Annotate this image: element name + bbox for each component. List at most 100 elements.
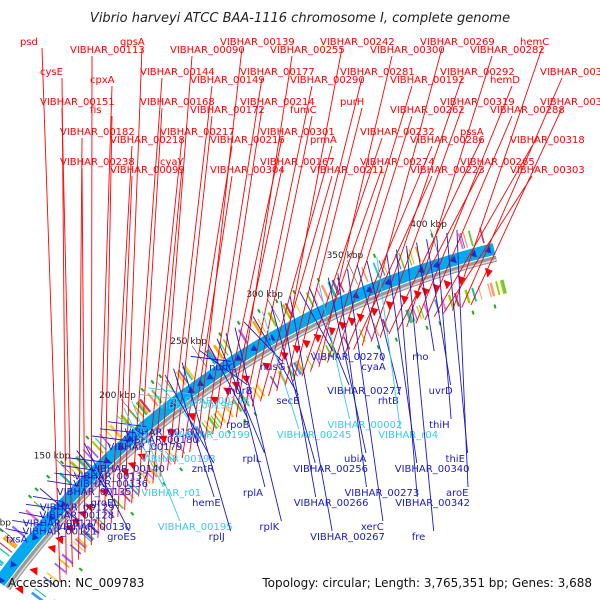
reverse-gene-label[interactable]: rplJ bbox=[209, 532, 225, 543]
reverse-gene-label[interactable]: rho bbox=[412, 352, 428, 363]
forward-gene-label[interactable]: VIBHAR_00255 bbox=[270, 45, 345, 56]
forward-gene-label[interactable]: VIBHAR_00149 bbox=[190, 75, 265, 86]
reverse-gene-label[interactable]: VIBHAR_00199 bbox=[175, 430, 250, 441]
forward-gene-label[interactable]: hemC bbox=[520, 37, 549, 48]
forward-gene-label[interactable]: VIBHAR_00099 bbox=[110, 165, 185, 176]
forward-gene-label[interactable]: VIBHAR_00323 bbox=[540, 97, 600, 108]
reverse-gene-label[interactable]: VIBHAR_00342 bbox=[395, 498, 470, 509]
forward-gene-label[interactable]: VIBHAR_00211 bbox=[310, 165, 385, 176]
forward-gene-label[interactable]: VIBHAR_00177 bbox=[240, 67, 315, 78]
forward-gene-label[interactable]: fumC bbox=[290, 105, 317, 116]
reverse-gene-label[interactable]: zntR bbox=[192, 464, 215, 475]
forward-gene-label[interactable]: gpsA bbox=[120, 37, 145, 48]
reverse-gene-label[interactable]: VIBHAR_00137 bbox=[74, 471, 149, 482]
forward-gene-label[interactable]: VIBHAR_00090 bbox=[170, 45, 245, 56]
reverse-gene-label[interactable]: VIBHAR_00002 bbox=[328, 420, 403, 431]
reverse-gene-label[interactable]: VIBHAR_00136 bbox=[73, 479, 148, 490]
reverse-gene-label[interactable]: VIBHAR_00121 bbox=[22, 526, 97, 537]
reverse-gene-label[interactable]: VIBHAR_00273 bbox=[344, 488, 419, 499]
forward-gene-label[interactable]: VIBHAR_00214 bbox=[240, 97, 315, 108]
reverse-gene-label[interactable]: VIBHAR_00179 bbox=[108, 442, 183, 453]
forward-gene-label[interactable]: VIBHAR_00286 bbox=[410, 135, 485, 146]
reverse-gene-label[interactable]: thiE bbox=[446, 454, 465, 465]
reverse-gene-label[interactable]: VIBHAR_00140 bbox=[90, 464, 165, 475]
reverse-gene-label[interactable]: VIBHAR_00266 bbox=[294, 498, 369, 509]
forward-gene-label[interactable]: VIBHAR_00218 bbox=[110, 135, 185, 146]
forward-gene-label[interactable]: VIBHAR_00192 bbox=[390, 75, 465, 86]
reverse-gene-label[interactable]: VIBHAR_00198 bbox=[175, 396, 250, 407]
reverse-gene-label[interactable]: VIBHAR_00196 bbox=[158, 400, 233, 411]
reverse-gene-label[interactable]: cyaA bbox=[361, 362, 386, 373]
forward-gene-label[interactable]: psd bbox=[20, 37, 38, 48]
forward-gene-label[interactable]: VIBHAR_00269 bbox=[420, 37, 495, 48]
forward-gene-label[interactable]: VIBHAR_00288 bbox=[490, 105, 565, 116]
forward-gene-label[interactable]: pssA bbox=[460, 127, 484, 138]
forward-gene-label[interactable]: VIBHAR_00139 bbox=[220, 37, 295, 48]
forward-gene-label[interactable]: VIBHAR_00301 bbox=[260, 127, 335, 138]
forward-gene-label[interactable]: cyaY bbox=[160, 157, 185, 168]
reverse-gene-label[interactable]: rplK bbox=[259, 522, 279, 533]
reverse-gene-label[interactable]: groEL bbox=[91, 498, 120, 509]
forward-gene-label[interactable]: VIBHAR_00338 bbox=[540, 67, 600, 78]
forward-gene-label[interactable]: VIBHAR_00262 bbox=[390, 105, 465, 116]
reverse-gene-label[interactable]: hemE bbox=[192, 498, 221, 509]
forward-gene-label[interactable]: VIBHAR_00281 bbox=[340, 67, 415, 78]
reverse-gene-label[interactable]: xerC bbox=[361, 522, 384, 533]
forward-gene-label[interactable]: VIBHAR_00144 bbox=[140, 67, 215, 78]
forward-gene-label[interactable]: prmA bbox=[310, 135, 337, 146]
forward-gene-label[interactable]: cysE bbox=[40, 67, 63, 78]
forward-gene-label[interactable]: VIBHAR_00292 bbox=[440, 67, 515, 78]
forward-gene-label[interactable]: VIBHAR_00223 bbox=[410, 165, 485, 176]
reverse-gene-label[interactable]: VIBHAR_00127 bbox=[23, 518, 98, 529]
reverse-gene-label[interactable]: rplL bbox=[242, 454, 261, 465]
forward-gene-label[interactable]: VIBHAR_00172 bbox=[190, 105, 265, 116]
reverse-gene-label[interactable]: VIBHAR_00193 bbox=[141, 454, 216, 465]
forward-gene-label[interactable]: VIBHAR_00167 bbox=[260, 157, 335, 168]
forward-gene-label[interactable]: VIBHAR_00151 bbox=[40, 97, 115, 108]
reverse-gene-label[interactable]: rhtB bbox=[378, 396, 399, 407]
reverse-gene-label[interactable]: aroE bbox=[446, 488, 468, 499]
forward-gene-label[interactable]: VIBHAR_00217 bbox=[160, 127, 235, 138]
reverse-gene-label[interactable]: VIBHAR_00195 bbox=[158, 522, 233, 533]
reverse-gene-label[interactable]: VIBHAR_00340 bbox=[395, 464, 470, 475]
forward-gene-label[interactable]: VIBHAR_00290 bbox=[290, 75, 365, 86]
reverse-gene-label[interactable]: fxsA bbox=[6, 535, 28, 546]
forward-gene-label[interactable]: VIBHAR_00265 bbox=[460, 157, 535, 168]
reverse-gene-label[interactable]: groES bbox=[107, 532, 136, 543]
reverse-gene-label[interactable]: nudC bbox=[209, 362, 235, 373]
reverse-gene-label[interactable]: nusG bbox=[260, 362, 286, 373]
reverse-gene-label[interactable]: fre bbox=[412, 532, 426, 543]
forward-gene-label[interactable]: hemD bbox=[490, 75, 520, 86]
forward-gene-label[interactable]: VIBHAR_00216 bbox=[210, 135, 285, 146]
reverse-gene-label[interactable]: VIBHAR_00180 bbox=[124, 435, 199, 446]
reverse-gene-label[interactable]: VIBHAR_00135 bbox=[57, 487, 132, 498]
reverse-gene-label[interactable]: uvrD bbox=[429, 386, 453, 397]
forward-gene-label[interactable]: VIBHAR_00168 bbox=[140, 97, 215, 108]
reverse-gene-label[interactable]: VIBHAR_00129 bbox=[40, 502, 115, 513]
reverse-gene-label[interactable]: VIBHAR_00267 bbox=[310, 532, 385, 543]
reverse-gene-label[interactable]: rpoB bbox=[226, 420, 250, 431]
reverse-gene-label[interactable]: VIBHAR_r04 bbox=[378, 430, 438, 441]
forward-gene-label[interactable]: VIBHAR_00282 bbox=[470, 45, 545, 56]
reverse-gene-label[interactable]: VIBHAR_00270 bbox=[311, 352, 386, 363]
reverse-gene-label[interactable]: VIBHAR_00181 bbox=[124, 428, 199, 439]
forward-gene-label[interactable]: fis bbox=[90, 105, 102, 116]
forward-gene-label[interactable]: VIBHAR_00182 bbox=[60, 127, 135, 138]
forward-gene-label[interactable]: cpxA bbox=[90, 75, 115, 86]
forward-gene-label[interactable]: VIBHAR_00303 bbox=[510, 165, 585, 176]
forward-feature-block bbox=[312, 351, 321, 365]
forward-gene-label[interactable]: VIBHAR_00242 bbox=[320, 37, 395, 48]
reverse-gene-label[interactable]: VIBHAR_r01 bbox=[141, 488, 201, 499]
reverse-gene-label[interactable]: rplA bbox=[243, 488, 263, 499]
forward-gene-label[interactable]: VIBHAR_00113 bbox=[70, 45, 145, 56]
reverse-gene-label[interactable]: VIBHAR_00256 bbox=[293, 464, 368, 475]
reverse-gene-label[interactable]: VIBHAR_00245 bbox=[277, 430, 352, 441]
forward-gene-label[interactable]: VIBHAR_00300 bbox=[370, 45, 445, 56]
reverse-gene-label[interactable]: VIBHAR_00130 bbox=[56, 522, 131, 533]
forward-gene-label[interactable]: VIBHAR_00238 bbox=[60, 157, 135, 168]
reverse-gene-label[interactable]: ubiA bbox=[344, 454, 366, 465]
reverse-gene-label[interactable]: secE bbox=[276, 396, 299, 407]
forward-gene-label[interactable]: purH bbox=[340, 97, 364, 108]
reverse-gene-label[interactable]: thiH bbox=[429, 420, 450, 431]
reverse-gene-label[interactable]: VIBHAR_00128 bbox=[39, 510, 114, 521]
